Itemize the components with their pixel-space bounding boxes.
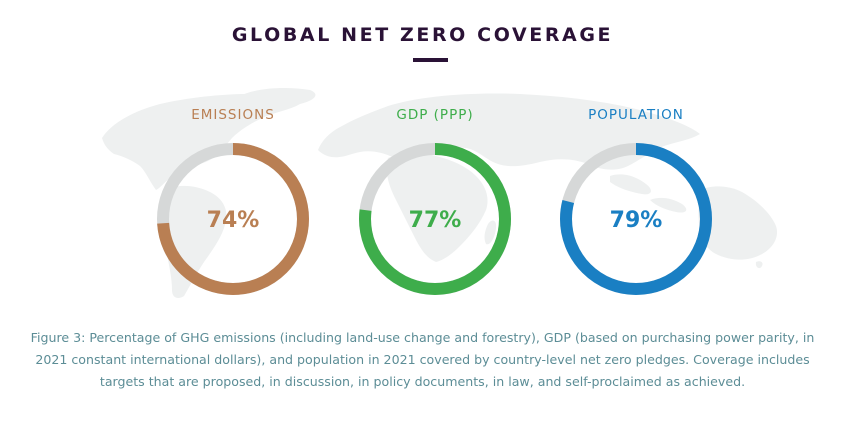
map-madagascar [484, 220, 497, 245]
donut-population: POPULATION 79% [560, 107, 712, 295]
donut-value-label: 74% [207, 208, 260, 233]
donut-value-arc [359, 143, 511, 295]
map-north-america [102, 94, 300, 190]
donut-gdp-ppp: GDP (PPP) 77% [359, 107, 511, 295]
map-greenland [240, 88, 316, 105]
map-se-asia [610, 174, 687, 213]
donut-category-label: GDP (PPP) [396, 107, 473, 123]
donut-value-label: 79% [610, 208, 663, 233]
donut-value-label: 77% [409, 208, 462, 233]
caption-line: Figure 3: Percentage of GHG emissions (i… [30, 330, 815, 345]
donut-value-arc [560, 143, 712, 295]
donut-emissions: EMISSIONS 74% [157, 107, 309, 295]
donut-value-arc [157, 143, 309, 295]
chart-title: GLOBAL NET ZERO COVERAGE [231, 24, 614, 46]
figure-caption: Figure 3: Percentage of GHG emissions (i… [20, 327, 825, 393]
map-tasmania [755, 261, 763, 269]
donut-category-label: POPULATION [588, 107, 684, 123]
title-underline [413, 58, 448, 62]
donut-category-label: EMISSIONS [191, 107, 275, 123]
caption-line: targets that are proposed, in discussion… [99, 374, 746, 389]
caption-line: 2021 constant international dollars), an… [35, 352, 810, 367]
map-australia [698, 186, 778, 260]
map-africa [386, 153, 488, 262]
